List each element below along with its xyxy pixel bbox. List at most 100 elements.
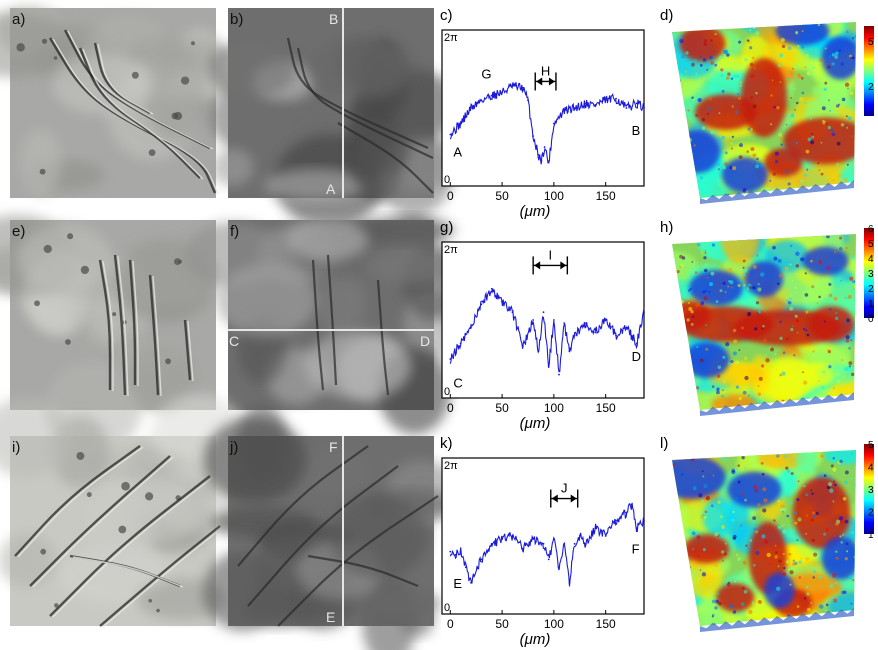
- y-tick-label: 0: [444, 386, 450, 398]
- surface-speckle: [677, 79, 681, 83]
- profile-endpoint-label: F: [329, 439, 338, 455]
- surface-speckle: [747, 127, 751, 131]
- surface-speckle: [789, 306, 794, 311]
- surface-speckle: [840, 519, 844, 524]
- surface-speckle: [835, 522, 839, 526]
- panel-label: j): [229, 439, 238, 456]
- surface-texture: [702, 497, 735, 537]
- data-point: [537, 350, 540, 353]
- surface-speckle: [810, 518, 814, 522]
- surface-speckle: [729, 165, 733, 170]
- point-annotation: F: [632, 541, 640, 556]
- surface-speckle: [848, 361, 853, 366]
- data-point: [573, 334, 576, 337]
- surface-speckle: [680, 601, 683, 604]
- surface-speckle: [836, 141, 841, 146]
- surface-speckle: [794, 521, 798, 525]
- surface-speckle: [747, 394, 750, 398]
- surface-speckle: [765, 354, 767, 357]
- surface-speckle: [744, 57, 748, 62]
- surface-speckle: [730, 142, 733, 145]
- surface-speckle: [859, 408, 862, 411]
- surface-speckle: [680, 299, 684, 304]
- surface-speckle: [717, 592, 720, 595]
- surface-speckle: [846, 406, 849, 409]
- surface-speckle: [683, 565, 687, 568]
- surface-speckle: [687, 618, 692, 622]
- surface-speckle: [679, 39, 684, 44]
- surface-speckle: [675, 291, 678, 294]
- surface-speckle: [774, 160, 779, 164]
- data-point: [490, 542, 493, 545]
- surface-speckle: [831, 573, 837, 578]
- surface-speckle: [710, 504, 714, 508]
- surface-speckle: [778, 273, 783, 278]
- fiber-highlight: [17, 446, 144, 558]
- surface-speckle: [695, 72, 698, 76]
- surface-speckle: [811, 492, 814, 495]
- surface-speckle: [755, 91, 758, 95]
- surface-speckle: [758, 376, 763, 381]
- surface-speckle: [783, 566, 786, 570]
- fiber-highlight: [132, 260, 139, 386]
- surface-speckle: [782, 572, 787, 577]
- surface-speckle: [743, 273, 746, 276]
- surface-speckle: [834, 250, 837, 254]
- surface-speckle: [757, 385, 760, 387]
- phase-texture: [212, 148, 254, 187]
- surface-speckle: [804, 66, 807, 69]
- data-point: [594, 331, 597, 334]
- data-point: [459, 122, 462, 125]
- surface-speckle: [680, 327, 683, 330]
- surface-speckle: [797, 480, 800, 483]
- plot-frame: [441, 457, 645, 615]
- surface-speckle: [794, 286, 797, 289]
- surface-speckle: [818, 575, 822, 579]
- surface-speckle: [780, 37, 785, 43]
- surface-speckle: [755, 530, 759, 534]
- surface-speckle: [796, 498, 800, 502]
- data-point: [547, 161, 550, 164]
- surface-speckle: [777, 565, 780, 568]
- data-point: [573, 542, 576, 545]
- surface-speckle: [674, 600, 678, 604]
- low-phase-region: [689, 270, 743, 306]
- surface-texture: [823, 450, 856, 465]
- surface-speckle: [742, 486, 744, 489]
- surface-speckle: [701, 572, 707, 577]
- surface-speckle: [809, 117, 813, 120]
- surface-speckle: [743, 356, 748, 360]
- surface-speckle: [731, 135, 735, 138]
- surface-speckle: [800, 257, 805, 262]
- surface-speckle: [748, 312, 752, 316]
- surface-speckle: [829, 584, 834, 588]
- fiber-highlight: [152, 275, 162, 397]
- surface-speckle: [742, 259, 746, 263]
- surface-speckle: [702, 470, 704, 473]
- colorbar-tick-label: 1: [868, 299, 874, 310]
- collagen-fiber: [29, 455, 171, 587]
- surface-speckle: [714, 606, 718, 610]
- surface-speckle: [672, 305, 676, 309]
- surface-speckle: [715, 599, 720, 604]
- microscopy-panel: a): [0, 5, 234, 198]
- surface-speckle: [803, 101, 807, 105]
- x-tick-label: 150: [596, 401, 616, 415]
- profile-endpoint-label: C: [229, 333, 239, 349]
- surface-speckle: [851, 531, 854, 534]
- point-annotation: G: [481, 67, 491, 82]
- surface-speckle: [818, 237, 823, 242]
- colorbar: [864, 26, 874, 116]
- surface-speckle: [672, 238, 673, 242]
- surface-speckle: [789, 501, 793, 505]
- surface-speckle: [847, 116, 852, 121]
- surface-speckle: [727, 362, 731, 366]
- surface-speckle: [834, 55, 838, 59]
- surface-speckle: [809, 140, 815, 145]
- surface-speckle: [705, 497, 709, 500]
- surface-speckle: [689, 566, 692, 569]
- surface-speckle: [703, 256, 707, 260]
- profile-endpoint-label: A: [326, 181, 336, 197]
- bracket-arrow: [536, 77, 543, 86]
- data-point: [563, 110, 566, 113]
